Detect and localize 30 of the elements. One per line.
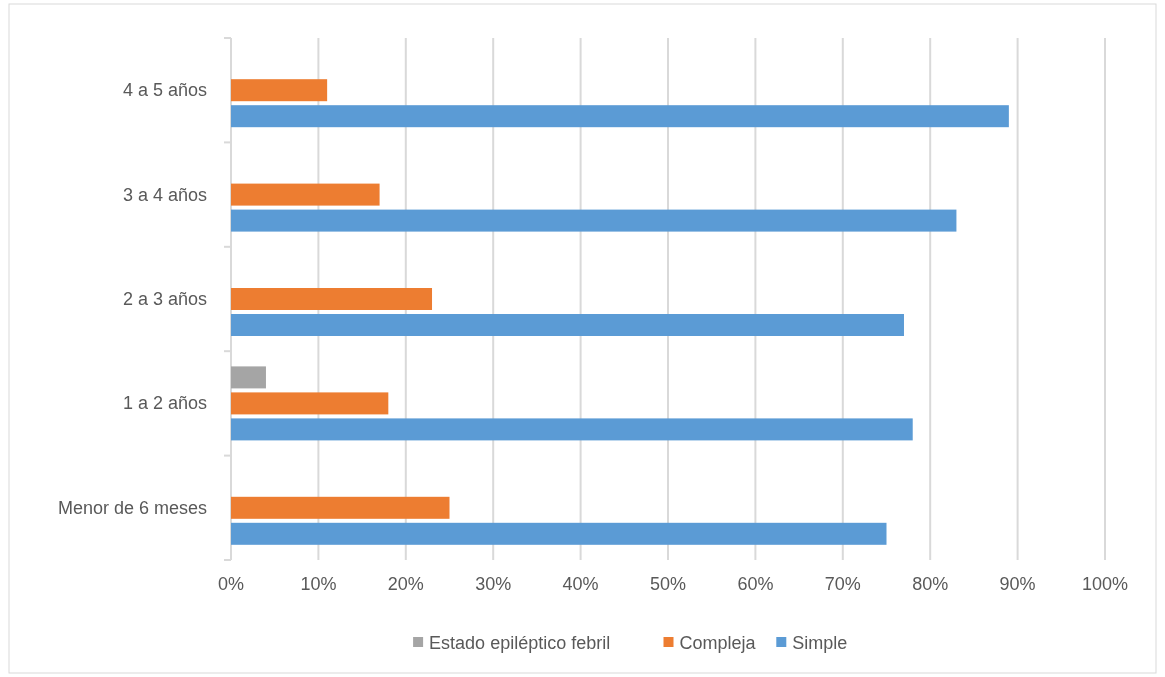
x-tick-label: 60% — [737, 574, 774, 594]
x-tick-label: 80% — [912, 574, 949, 594]
x-tick-label: 90% — [999, 574, 1036, 594]
legend-label: Estado epiléptico febril — [429, 633, 611, 653]
bar — [231, 314, 904, 336]
x-tick-label: 20% — [387, 574, 424, 594]
y-tick-label: 3 a 4 años — [122, 184, 207, 205]
bar — [231, 105, 1009, 128]
bar — [231, 209, 957, 232]
bar — [231, 366, 266, 389]
y-tick-label: 2 a 3 años — [122, 289, 207, 309]
bar — [231, 79, 328, 102]
x-tick-label: 30% — [475, 574, 512, 594]
bar — [231, 183, 380, 206]
x-tick-label: 10% — [300, 574, 337, 594]
x-tick-label: 0% — [217, 574, 245, 594]
legend-label: Compleja — [679, 633, 757, 653]
x-tick-label: 100% — [1081, 574, 1129, 594]
bar — [231, 522, 887, 545]
x-tick-label: 50% — [649, 574, 687, 594]
y-tick-label: 4 a 5 años — [122, 80, 207, 101]
bar — [231, 392, 389, 415]
x-tick-label: 40% — [562, 574, 599, 594]
bar — [231, 418, 913, 441]
x-tick-label: 70% — [824, 574, 861, 594]
legend-label: Simple — [792, 633, 848, 653]
bar — [231, 496, 450, 519]
y-tick-label: 1 a 2 años — [122, 393, 207, 414]
y-tick-label: Menor de 6 meses — [57, 497, 207, 518]
bar — [231, 288, 433, 310]
